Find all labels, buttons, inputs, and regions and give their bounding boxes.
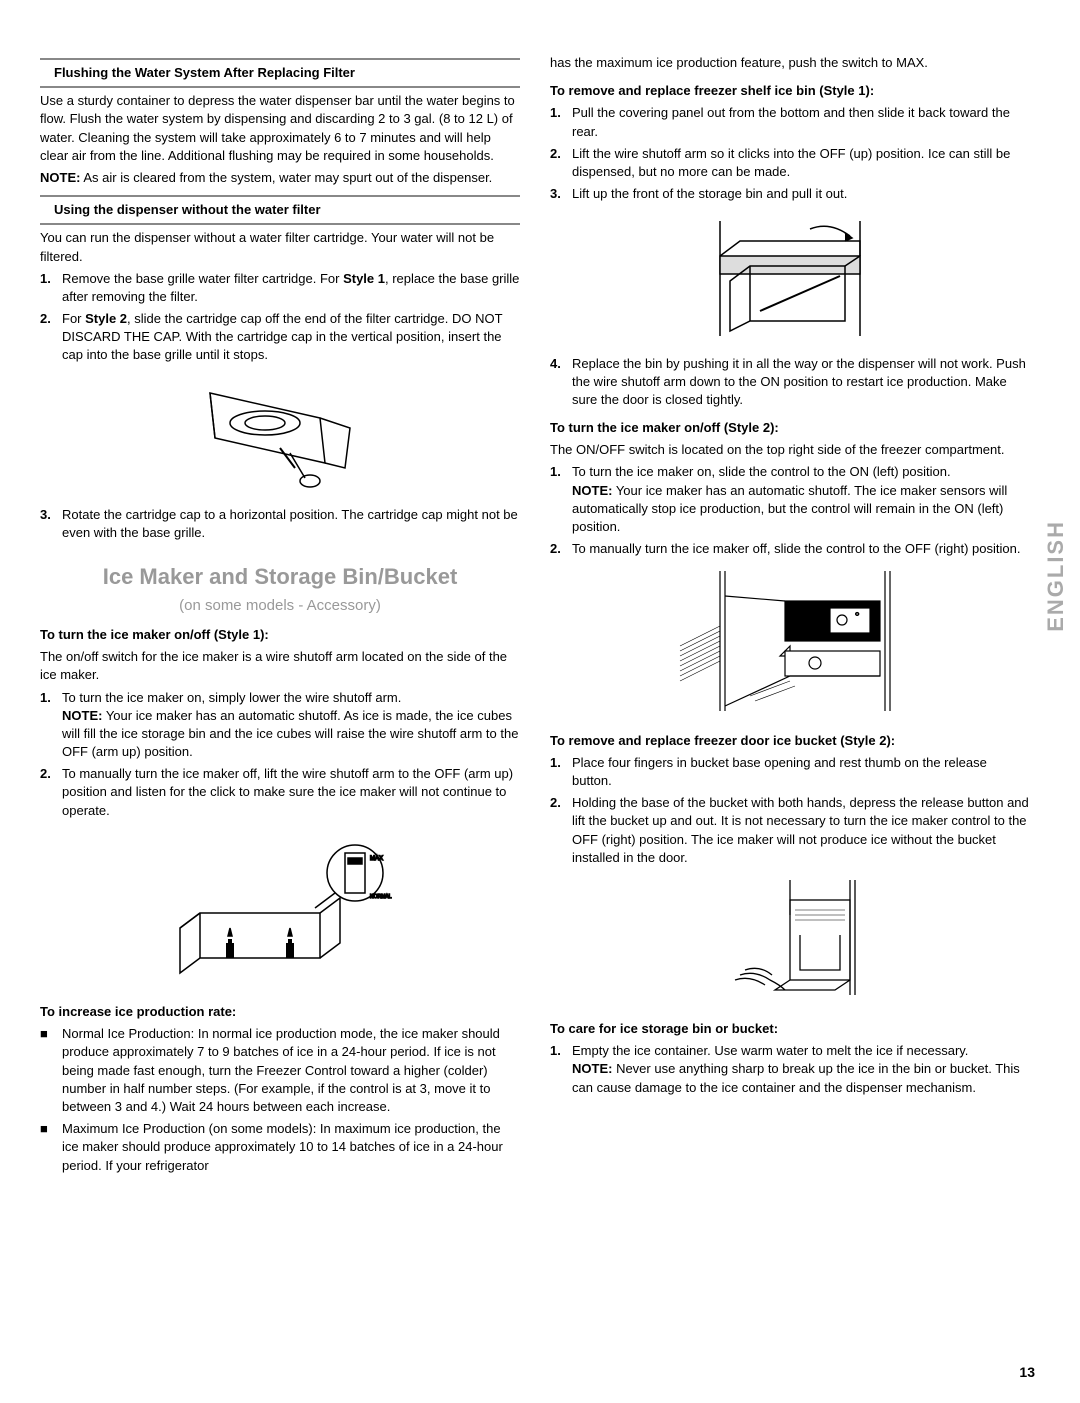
figure-cartridge-cap — [40, 373, 520, 498]
list-text: Lift the wire shutoff arm so it clicks i… — [572, 145, 1030, 181]
list-number: 1. — [550, 1042, 572, 1097]
list-number: 2. — [550, 794, 572, 867]
list-number: 2. — [550, 145, 572, 181]
flush-note: NOTE: As air is cleared from the system,… — [40, 169, 520, 187]
s1-list: 1. To turn the ice maker on, simply lowe… — [40, 689, 520, 820]
list-item: 2. Holding the base of the bucket with b… — [550, 794, 1030, 867]
svg-text:NORMAL: NORMAL — [370, 894, 392, 900]
nofilter-list: 1. Remove the base grille water filter c… — [40, 270, 520, 365]
list-text: To turn the ice maker on, simply lower t… — [62, 689, 520, 762]
list-text: To turn the ice maker on, slide the cont… — [572, 463, 1030, 536]
care-list: 1. Empty the ice container. Use warm wat… — [550, 1042, 1030, 1097]
list-text: Rotate the cartridge cap to a horizontal… — [62, 506, 520, 542]
right-column: has the maximum ice production feature, … — [550, 50, 1030, 1179]
nofilter-list-3: 3. Rotate the cartridge cap to a horizon… — [40, 506, 520, 542]
list-number: 4. — [550, 355, 572, 410]
list-text: Place four fingers in bucket base openin… — [572, 754, 1030, 790]
list-item: 1. Pull the covering panel out from the … — [550, 104, 1030, 140]
head-style1: To turn the ice maker on/off (Style 1): — [40, 626, 520, 644]
list-text: Replace the bin by pushing it in all the… — [572, 355, 1030, 410]
list-text: Holding the base of the bucket with both… — [572, 794, 1030, 867]
list-text: Remove the base grille water filter cart… — [62, 270, 520, 306]
list-item: 2. For Style 2, slide the cartridge cap … — [40, 310, 520, 365]
list-number: 1. — [550, 463, 572, 536]
figure-switch-panel: ○ — [550, 566, 1030, 721]
figure-door-bucket — [550, 875, 1030, 1010]
list-number: 2. — [550, 540, 572, 558]
figure-ice-bin-arm: MAX NORMAL — [40, 828, 520, 993]
list-number: 3. — [550, 185, 572, 203]
list-text: Empty the ice container. Use warm water … — [572, 1042, 1030, 1097]
bullet-icon: ■ — [40, 1120, 62, 1175]
s1-intro: The on/off switch for the ice maker is a… — [40, 648, 520, 684]
note-text: As air is cleared from the system, water… — [80, 170, 492, 185]
header-flushing: Flushing the Water System After Replacin… — [40, 58, 520, 88]
head-shelf: To remove and replace freezer shelf ice … — [550, 82, 1030, 100]
door-list: 1. Place four fingers in bucket base ope… — [550, 754, 1030, 867]
list-item: 2. To manually turn the ice maker off, s… — [550, 540, 1030, 558]
list-item: 2. Lift the wire shutoff arm so it click… — [550, 145, 1030, 181]
side-language-label: ENGLISH — [1041, 520, 1072, 632]
list-item: ■ Maximum Ice Production (on some models… — [40, 1120, 520, 1175]
list-item: 1. Place four fingers in bucket base ope… — [550, 754, 1030, 790]
head-door: To remove and replace freezer door ice b… — [550, 732, 1030, 750]
s2-list: 1. To turn the ice maker on, slide the c… — [550, 463, 1030, 558]
list-item: 1. Empty the ice container. Use warm wat… — [550, 1042, 1030, 1097]
section-subtitle: (on some models - Accessory) — [40, 595, 520, 616]
page-number: 13 — [1019, 1363, 1035, 1383]
bullet-icon: ■ — [40, 1025, 62, 1116]
shelf-list-4: 4. Replace the bin by pushing it in all … — [550, 355, 1030, 410]
list-text: For Style 2, slide the cartridge cap off… — [62, 310, 520, 365]
header-nofilter: Using the dispenser without the water fi… — [40, 195, 520, 225]
svg-text:○: ○ — [855, 611, 859, 618]
head-care: To care for ice storage bin or bucket: — [550, 1020, 1030, 1038]
list-text: Lift up the front of the storage bin and… — [572, 185, 1030, 203]
note-label: NOTE: — [40, 170, 80, 185]
list-number: 2. — [40, 765, 62, 820]
list-number: 1. — [40, 689, 62, 762]
list-number: 1. — [40, 270, 62, 306]
left-column: Flushing the Water System After Replacin… — [40, 50, 520, 1179]
list-number: 2. — [40, 310, 62, 365]
list-text: To manually turn the ice maker off, lift… — [62, 765, 520, 820]
list-text: Maximum Ice Production (on some models):… — [62, 1120, 520, 1175]
rate-list: ■ Normal Ice Production: In normal ice p… — [40, 1025, 520, 1175]
section-title-icemaker: Ice Maker and Storage Bin/Bucket — [40, 562, 520, 593]
s2-intro: The ON/OFF switch is located on the top … — [550, 441, 1030, 459]
list-item: 2. To manually turn the ice maker off, l… — [40, 765, 520, 820]
list-item: 1. To turn the ice maker on, slide the c… — [550, 463, 1030, 536]
flush-paragraph: Use a sturdy container to depress the wa… — [40, 92, 520, 165]
list-text: To manually turn the ice maker off, slid… — [572, 540, 1030, 558]
shelf-list: 1. Pull the covering panel out from the … — [550, 104, 1030, 203]
head-rate: To increase ice production rate: — [40, 1003, 520, 1021]
continued-text: has the maximum ice production feature, … — [550, 54, 1030, 72]
list-item: 3. Rotate the cartridge cap to a horizon… — [40, 506, 520, 542]
list-text: Pull the covering panel out from the bot… — [572, 104, 1030, 140]
figure-shelf-bin — [550, 211, 1030, 346]
list-number: 1. — [550, 104, 572, 140]
list-number: 1. — [550, 754, 572, 790]
list-item: 4. Replace the bin by pushing it in all … — [550, 355, 1030, 410]
head-style2: To turn the ice maker on/off (Style 2): — [550, 419, 1030, 437]
list-item: ■ Normal Ice Production: In normal ice p… — [40, 1025, 520, 1116]
list-item: 3. Lift up the front of the storage bin … — [550, 185, 1030, 203]
svg-text:MAX: MAX — [370, 856, 383, 862]
list-item: 1. Remove the base grille water filter c… — [40, 270, 520, 306]
list-item: 1. To turn the ice maker on, simply lowe… — [40, 689, 520, 762]
list-number: 3. — [40, 506, 62, 542]
nofilter-paragraph: You can run the dispenser without a wate… — [40, 229, 520, 265]
list-text: Normal Ice Production: In normal ice pro… — [62, 1025, 520, 1116]
